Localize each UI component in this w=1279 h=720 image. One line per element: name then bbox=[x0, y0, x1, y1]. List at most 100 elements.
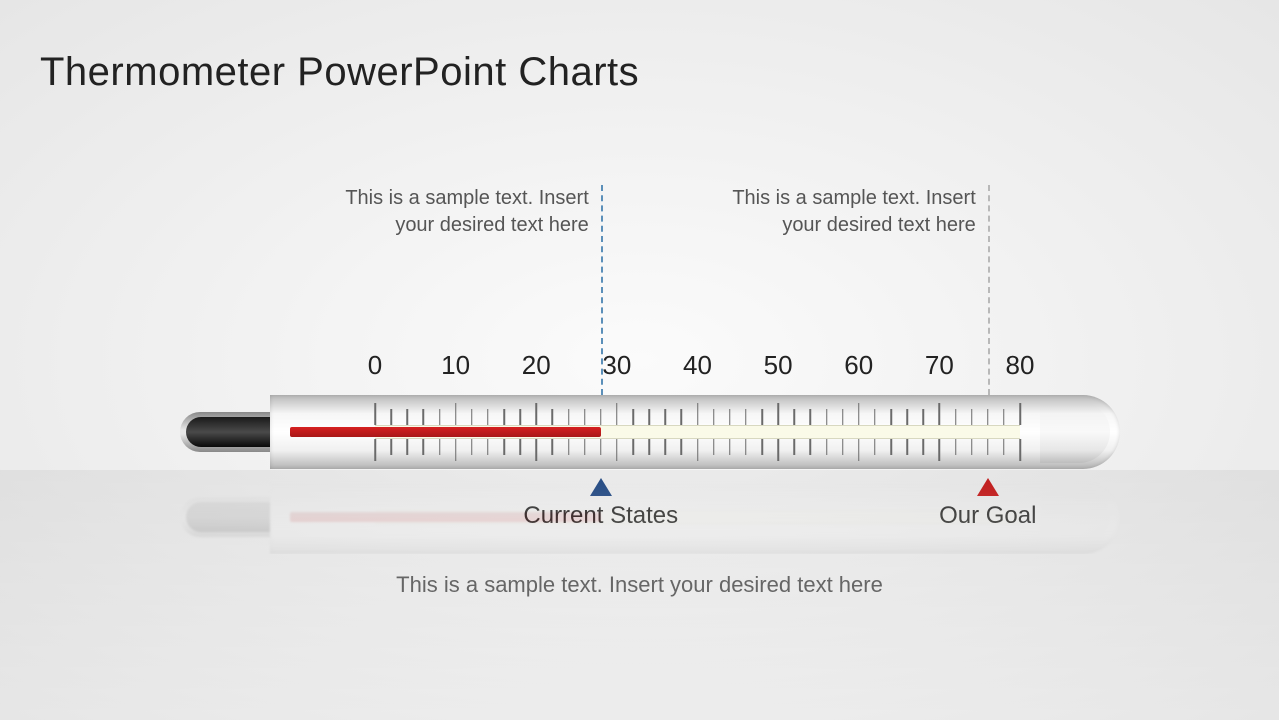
scale-tick bbox=[794, 439, 796, 455]
scale-tick bbox=[455, 439, 457, 461]
scale-tick bbox=[971, 409, 973, 425]
scale-number: 60 bbox=[844, 350, 873, 381]
scale-tick bbox=[890, 409, 892, 425]
scale-tick bbox=[648, 409, 650, 425]
scale-tick bbox=[390, 439, 392, 455]
scale-tick bbox=[568, 409, 570, 425]
scale-tick bbox=[552, 439, 554, 455]
scale-tick bbox=[584, 409, 586, 425]
scale-number: 10 bbox=[441, 350, 470, 381]
scale-tick bbox=[407, 409, 409, 425]
scale-tick bbox=[697, 403, 699, 425]
scale-tick bbox=[939, 439, 941, 461]
page-title: Thermometer PowerPoint Charts bbox=[40, 50, 639, 95]
scale-tick bbox=[536, 403, 538, 425]
scale-tick bbox=[665, 439, 667, 455]
scale-tick bbox=[923, 409, 925, 425]
scale-tick bbox=[858, 403, 860, 425]
callout-goal: This is a sample text. Insert your desir… bbox=[716, 185, 976, 239]
scale-tick bbox=[761, 439, 763, 455]
scale-tick bbox=[632, 409, 634, 425]
scale-tick bbox=[923, 439, 925, 455]
scale-tick bbox=[471, 409, 473, 425]
scale-tick bbox=[423, 409, 425, 425]
scale-tick bbox=[681, 439, 683, 455]
guide-line-current bbox=[601, 185, 603, 395]
scale-tick bbox=[600, 409, 602, 425]
scale-tick bbox=[955, 409, 957, 425]
scale-tick bbox=[697, 439, 699, 461]
scale-tick bbox=[842, 439, 844, 455]
scale-number: 0 bbox=[368, 350, 382, 381]
scale-tick bbox=[503, 439, 505, 455]
scale-tick bbox=[906, 409, 908, 425]
scale-tick bbox=[519, 409, 521, 425]
scale-tick bbox=[987, 439, 989, 455]
scale-tick bbox=[455, 403, 457, 425]
scale-tick bbox=[810, 409, 812, 425]
scale-tick bbox=[471, 439, 473, 455]
scale-tick bbox=[745, 409, 747, 425]
scale-tick bbox=[568, 439, 570, 455]
scale-tick bbox=[487, 409, 489, 425]
scale-tick bbox=[374, 403, 376, 425]
scale-tick bbox=[1019, 439, 1021, 461]
scale-number: 50 bbox=[764, 350, 793, 381]
scale-tick bbox=[761, 409, 763, 425]
scale-tick bbox=[777, 439, 779, 461]
scale-tick bbox=[729, 409, 731, 425]
scale-tick bbox=[536, 439, 538, 461]
scale-tick bbox=[487, 439, 489, 455]
scale-tick bbox=[745, 439, 747, 455]
scale-tick bbox=[729, 439, 731, 455]
scale-number: 40 bbox=[683, 350, 712, 381]
scale-tick bbox=[552, 409, 554, 425]
scale-number: 80 bbox=[1006, 350, 1035, 381]
scale-tick bbox=[681, 409, 683, 425]
callout-current: This is a sample text. Insert your desir… bbox=[329, 185, 589, 239]
scale-number: 30 bbox=[602, 350, 631, 381]
scale-tick bbox=[858, 439, 860, 461]
scale-tick bbox=[374, 439, 376, 461]
scale-tick bbox=[810, 439, 812, 455]
scale-tick bbox=[390, 409, 392, 425]
guide-line-goal bbox=[988, 185, 990, 395]
scale-tick bbox=[842, 409, 844, 425]
thermo-ticks bbox=[180, 395, 1120, 469]
scale-tick bbox=[407, 439, 409, 455]
scale-tick bbox=[665, 409, 667, 425]
scale-number: 20 bbox=[522, 350, 551, 381]
scale-tick bbox=[713, 439, 715, 455]
thermometer-reflection bbox=[180, 480, 1120, 554]
scale-tick bbox=[955, 439, 957, 455]
scale-tick bbox=[777, 403, 779, 425]
scale-tick bbox=[939, 403, 941, 425]
scale-tick bbox=[648, 439, 650, 455]
scale-tick bbox=[616, 439, 618, 461]
scale-tick bbox=[906, 439, 908, 455]
scale-tick bbox=[874, 439, 876, 455]
scale-number: 70 bbox=[925, 350, 954, 381]
scale-tick bbox=[713, 409, 715, 425]
scale-tick bbox=[826, 409, 828, 425]
scale-tick bbox=[616, 403, 618, 425]
scale-tick bbox=[632, 439, 634, 455]
scale-tick bbox=[1003, 409, 1005, 425]
scale-tick bbox=[987, 409, 989, 425]
scale-tick bbox=[503, 409, 505, 425]
scale-tick bbox=[1003, 439, 1005, 455]
thermometer bbox=[180, 395, 1120, 469]
scale-tick bbox=[423, 439, 425, 455]
scale-tick bbox=[794, 409, 796, 425]
scale-tick bbox=[439, 409, 441, 425]
scale-tick bbox=[890, 439, 892, 455]
scale-tick bbox=[874, 409, 876, 425]
scale-tick bbox=[584, 439, 586, 455]
footer-caption: This is a sample text. Insert your desir… bbox=[360, 570, 920, 601]
scale-tick bbox=[519, 439, 521, 455]
scale-tick bbox=[600, 439, 602, 455]
scale-tick bbox=[1019, 403, 1021, 425]
scale-tick bbox=[826, 439, 828, 455]
scale-tick bbox=[439, 439, 441, 455]
slide-stage: Thermometer PowerPoint Charts 0 10 20 30 40 5… bbox=[0, 0, 1279, 720]
